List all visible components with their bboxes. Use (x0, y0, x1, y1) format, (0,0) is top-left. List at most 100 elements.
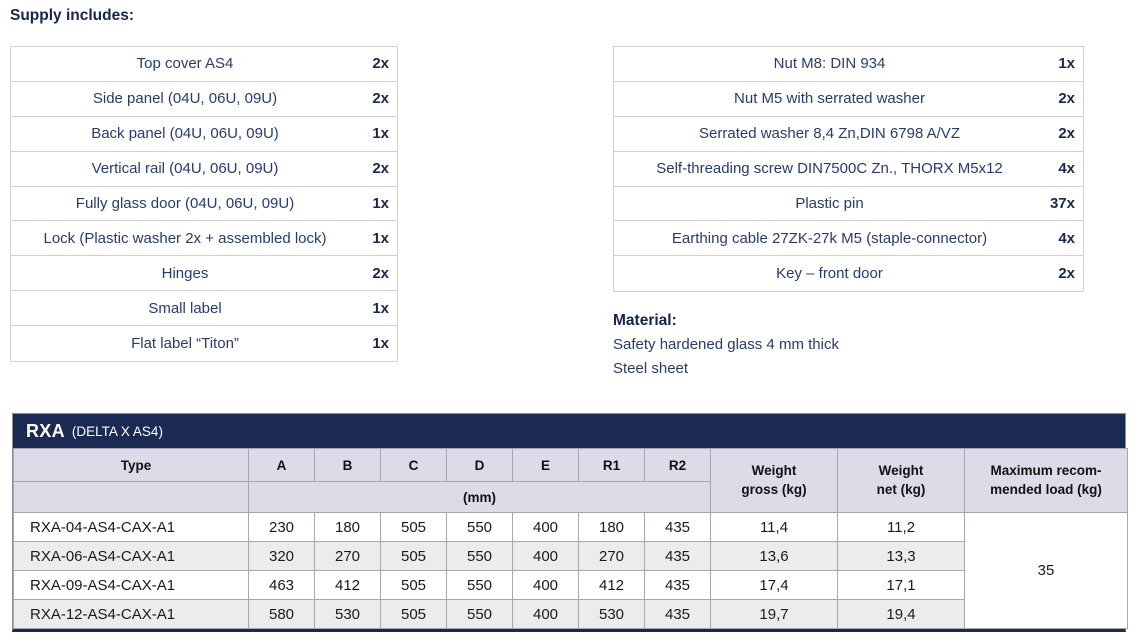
supply-item-label: Earthing cable 27ZK-27k M5 (staple-conne… (671, 229, 988, 247)
table-row: Plastic pin 37x (614, 187, 1083, 222)
cell-b: 412 (314, 570, 381, 600)
supply-item-label: Vertical rail (04U, 06U, 09U) (91, 160, 279, 178)
col-header-r1: R1 (578, 448, 645, 482)
type-subheader-empty (13, 481, 249, 513)
cell-b: 270 (314, 541, 381, 571)
cell-weight-gross: 17,4 (710, 570, 838, 600)
supply-item-label: Side panel (04U, 06U, 09U) (92, 90, 278, 108)
cell-r2: 435 (644, 570, 711, 600)
supply-item-label: Lock (Plastic washer 2x + assembled lock… (43, 229, 327, 247)
table-row: Flat label “Titon” 1x (11, 326, 397, 361)
cell-weight-gross: 11,4 (710, 512, 838, 542)
cell-e: 400 (512, 570, 579, 600)
supply-item-label: Small label (148, 299, 222, 317)
supply-item-label: Fully glass door (04U, 06U, 09U) (75, 195, 295, 212)
cell-a: 230 (248, 512, 315, 542)
table-row: Back panel (04U, 06U, 09U) 1x (11, 117, 397, 152)
cell-r2: 435 (644, 512, 711, 542)
supply-item-qty: 37x (1049, 195, 1075, 212)
cell-weight-net: 19,4 (837, 599, 965, 629)
table-row: Earthing cable 27ZK-27k M5 (staple-conne… (614, 221, 1083, 257)
cell-type: RXA-04-AS4-CAX-A1 (13, 512, 249, 542)
table-row: Lock (Plastic washer 2x + assembled lock… (11, 221, 397, 257)
cell-c: 505 (380, 570, 447, 600)
table-row: Nut M8: DIN 934 1x (614, 47, 1083, 82)
col-header-max-load: Maximum recom- mended load (kg) (964, 448, 1128, 513)
supply-item-qty: 4x (1058, 160, 1075, 178)
table-row: Hinges 2x (11, 256, 397, 292)
table-row: Key – front door 2x (614, 256, 1083, 291)
supply-item-qty: 1x (372, 125, 389, 143)
supply-item-label: Serrated washer 8,4 Zn,DIN 6798 A/VZ (699, 125, 960, 143)
supply-item-label: Nut M5 with serrated washer (734, 90, 925, 108)
cell-a: 463 (248, 570, 315, 600)
cell-e: 400 (512, 599, 579, 629)
supply-item-label: Self-threading screw DIN7500C Zn., THORX… (656, 160, 1003, 178)
supply-item-label: Nut M8: DIN 934 (773, 55, 886, 73)
supply-item-label: Key – front door (776, 265, 883, 283)
supply-item-label: Flat label “Titon” (131, 335, 239, 353)
table-row: RXA-12-AS4-CAX-A1 580 530 505 550 400 53… (13, 599, 1128, 629)
cell-type: RXA-09-AS4-CAX-A1 (13, 570, 249, 600)
col-header-weight-net: Weight net (kg) (837, 448, 965, 513)
supply-item-qty: 1x (372, 195, 389, 212)
cell-d: 550 (446, 599, 513, 629)
col-header-r2: R2 (644, 448, 711, 482)
table-row: Vertical rail (04U, 06U, 09U) 2x (11, 152, 397, 187)
cell-d: 550 (446, 541, 513, 571)
supply-item-qty: 2x (372, 90, 389, 108)
cell-e: 400 (512, 512, 579, 542)
cell-r2: 435 (644, 599, 711, 629)
mm-unit-label: (mm) (248, 481, 711, 513)
supply-item-qty: 4x (1058, 229, 1075, 247)
cell-weight-gross: 19,7 (710, 599, 838, 629)
material-line: Steel sheet (613, 360, 689, 377)
col-header-a: A (248, 448, 315, 482)
cell-r1: 270 (578, 541, 645, 571)
table-row: Small label 1x (11, 291, 397, 327)
supply-item-qty: 2x (1058, 265, 1075, 283)
cell-d: 550 (446, 512, 513, 542)
cell-type: RXA-06-AS4-CAX-A1 (13, 541, 249, 571)
supply-item-label: Top cover AS4 (136, 55, 234, 73)
supply-item-label: Hinges (161, 264, 209, 282)
cell-r2: 435 (644, 541, 711, 571)
supply-item-qty: 2x (1058, 125, 1075, 143)
cell-r1: 180 (578, 512, 645, 542)
material-line: Safety hardened glass 4 mm thick (613, 336, 839, 353)
supply-item-qty: 2x (372, 160, 389, 178)
cell-a: 580 (248, 599, 315, 629)
material-heading: Material: (613, 312, 677, 329)
supply-table-right: Nut M8: DIN 934 1x Nut M5 with serrated w… (613, 46, 1084, 293)
spec-header-row: Type A B C D E R1 R2 Weight gross (kg) W… (13, 448, 1128, 513)
table-row: Fully glass door (04U, 06U, 09U) 1x (11, 187, 397, 222)
supply-item-qty: 1x (372, 229, 389, 247)
table-row: Self-threading screw DIN7500C Zn., THORX… (614, 152, 1083, 187)
supply-item-qty: 2x (372, 55, 389, 73)
table-row: Serrated washer 8,4 Zn,DIN 6798 A/VZ 2x (614, 117, 1083, 152)
col-header-b: B (314, 448, 381, 482)
cell-weight-net: 11,2 (837, 512, 965, 542)
cell-b: 180 (314, 512, 381, 542)
cell-r1: 412 (578, 570, 645, 600)
col-header-weight-gross: Weight gross (kg) (710, 448, 838, 513)
supply-item-qty: 1x (372, 299, 389, 317)
table-row: Top cover AS4 2x (11, 47, 397, 82)
cell-d: 550 (446, 570, 513, 600)
col-header-e: E (512, 448, 579, 482)
spec-table: Type A B C D E R1 R2 Weight gross (kg) W… (13, 448, 1128, 629)
spec-table-titlebar: RXA (DELTA X AS4) (13, 414, 1125, 448)
supply-table-left: Top cover AS4 2x Side panel (04U, 06U, 09… (10, 46, 398, 363)
supply-item-qty: 1x (1058, 55, 1075, 73)
cell-c: 505 (380, 541, 447, 571)
cell-b: 530 (314, 599, 381, 629)
supply-item-qty: 1x (372, 335, 389, 353)
supply-item-qty: 2x (372, 264, 389, 282)
spec-table-subtitle: (DELTA X AS4) (71, 423, 163, 439)
table-row: RXA-09-AS4-CAX-A1 463 412 505 550 400 41… (13, 570, 1128, 600)
cell-weight-net: 13,3 (837, 541, 965, 571)
page-title: Supply includes: (10, 7, 135, 24)
spec-table-section: RXA (DELTA X AS4) Type A B C D E R1 R2 W… (12, 413, 1128, 632)
cell-weight-gross: 13,6 (710, 541, 838, 571)
cell-max-load: 35 (964, 512, 1128, 629)
